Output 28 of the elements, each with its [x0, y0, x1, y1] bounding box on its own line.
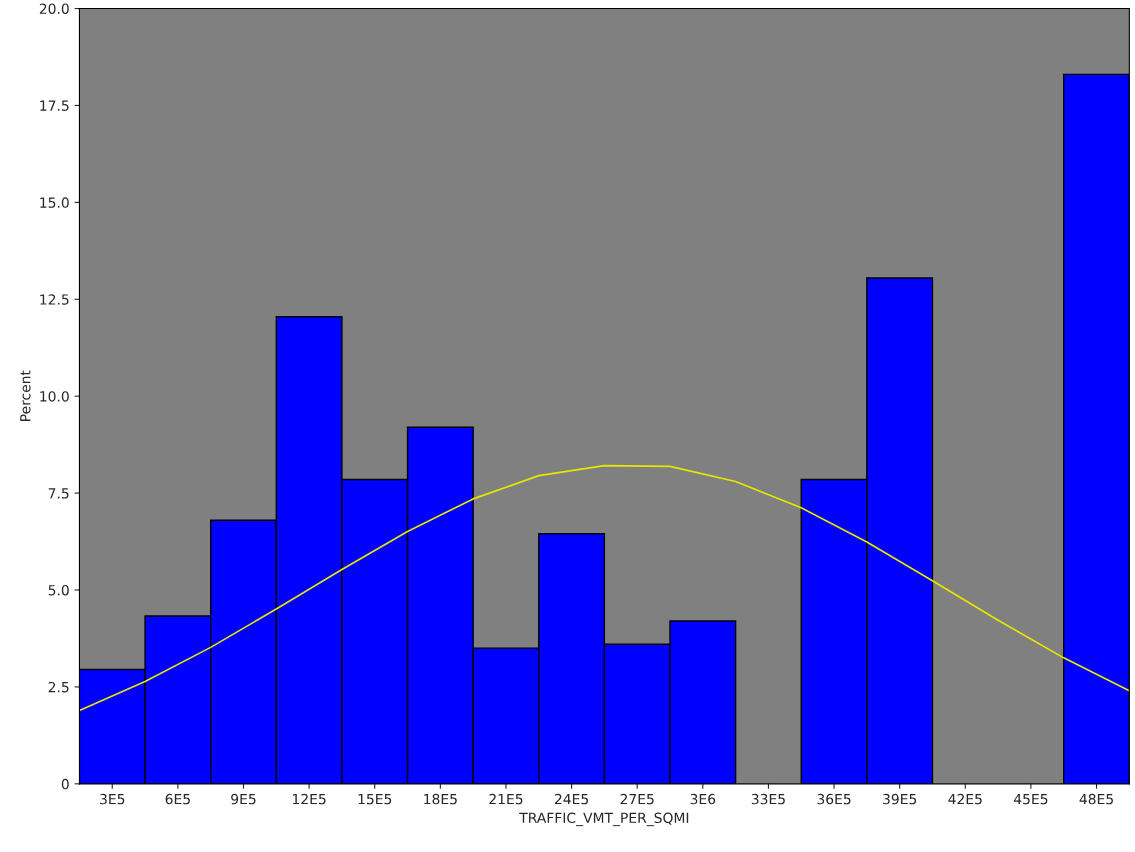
y-tick-label: 20.0 — [39, 3, 69, 14]
x-tick-label: 45E5 — [1013, 793, 1048, 805]
x-tick-label: 21E5 — [489, 793, 523, 805]
y-axis-title: Percent — [20, 370, 31, 421]
y-tick-label: 17.5 — [40, 100, 69, 111]
y-tick-label: 12.5 — [40, 294, 69, 305]
y-tick-label: 10.0 — [40, 391, 69, 402]
x-tick-label: 39E5 — [883, 793, 917, 805]
x-tick-label: 24E5 — [554, 793, 589, 805]
x-tick-label: 6E5 — [165, 793, 190, 805]
y-tick-label: 0 — [61, 778, 69, 790]
x-tick-label: 9E5 — [231, 793, 256, 805]
x-tick-label: 27E5 — [620, 793, 654, 805]
x-tick-label: 42E5 — [948, 793, 982, 805]
x-tick-label: 33E5 — [751, 793, 785, 805]
x-tick-label: 3E6 — [690, 793, 716, 805]
x-tick-label: 36E5 — [817, 793, 851, 805]
y-tick-label: 15.0 — [40, 197, 69, 208]
x-tick-label: 18E5 — [424, 793, 457, 805]
y-tick-label: 2.5 — [48, 681, 69, 693]
x-tick-label: 15E5 — [358, 793, 392, 805]
y-tick-label: 5.0 — [48, 584, 69, 596]
x-tick-label: 12E5 — [292, 793, 326, 805]
x-axis-title: TRAFFIC_VMT_PER_SQMI — [519, 812, 689, 827]
x-tick-label: 3E5 — [100, 793, 125, 805]
line-series — [79, 464, 1130, 712]
x-tick-label: 48E5 — [1079, 793, 1113, 805]
y-tick-label: 7.5 — [48, 488, 69, 499]
